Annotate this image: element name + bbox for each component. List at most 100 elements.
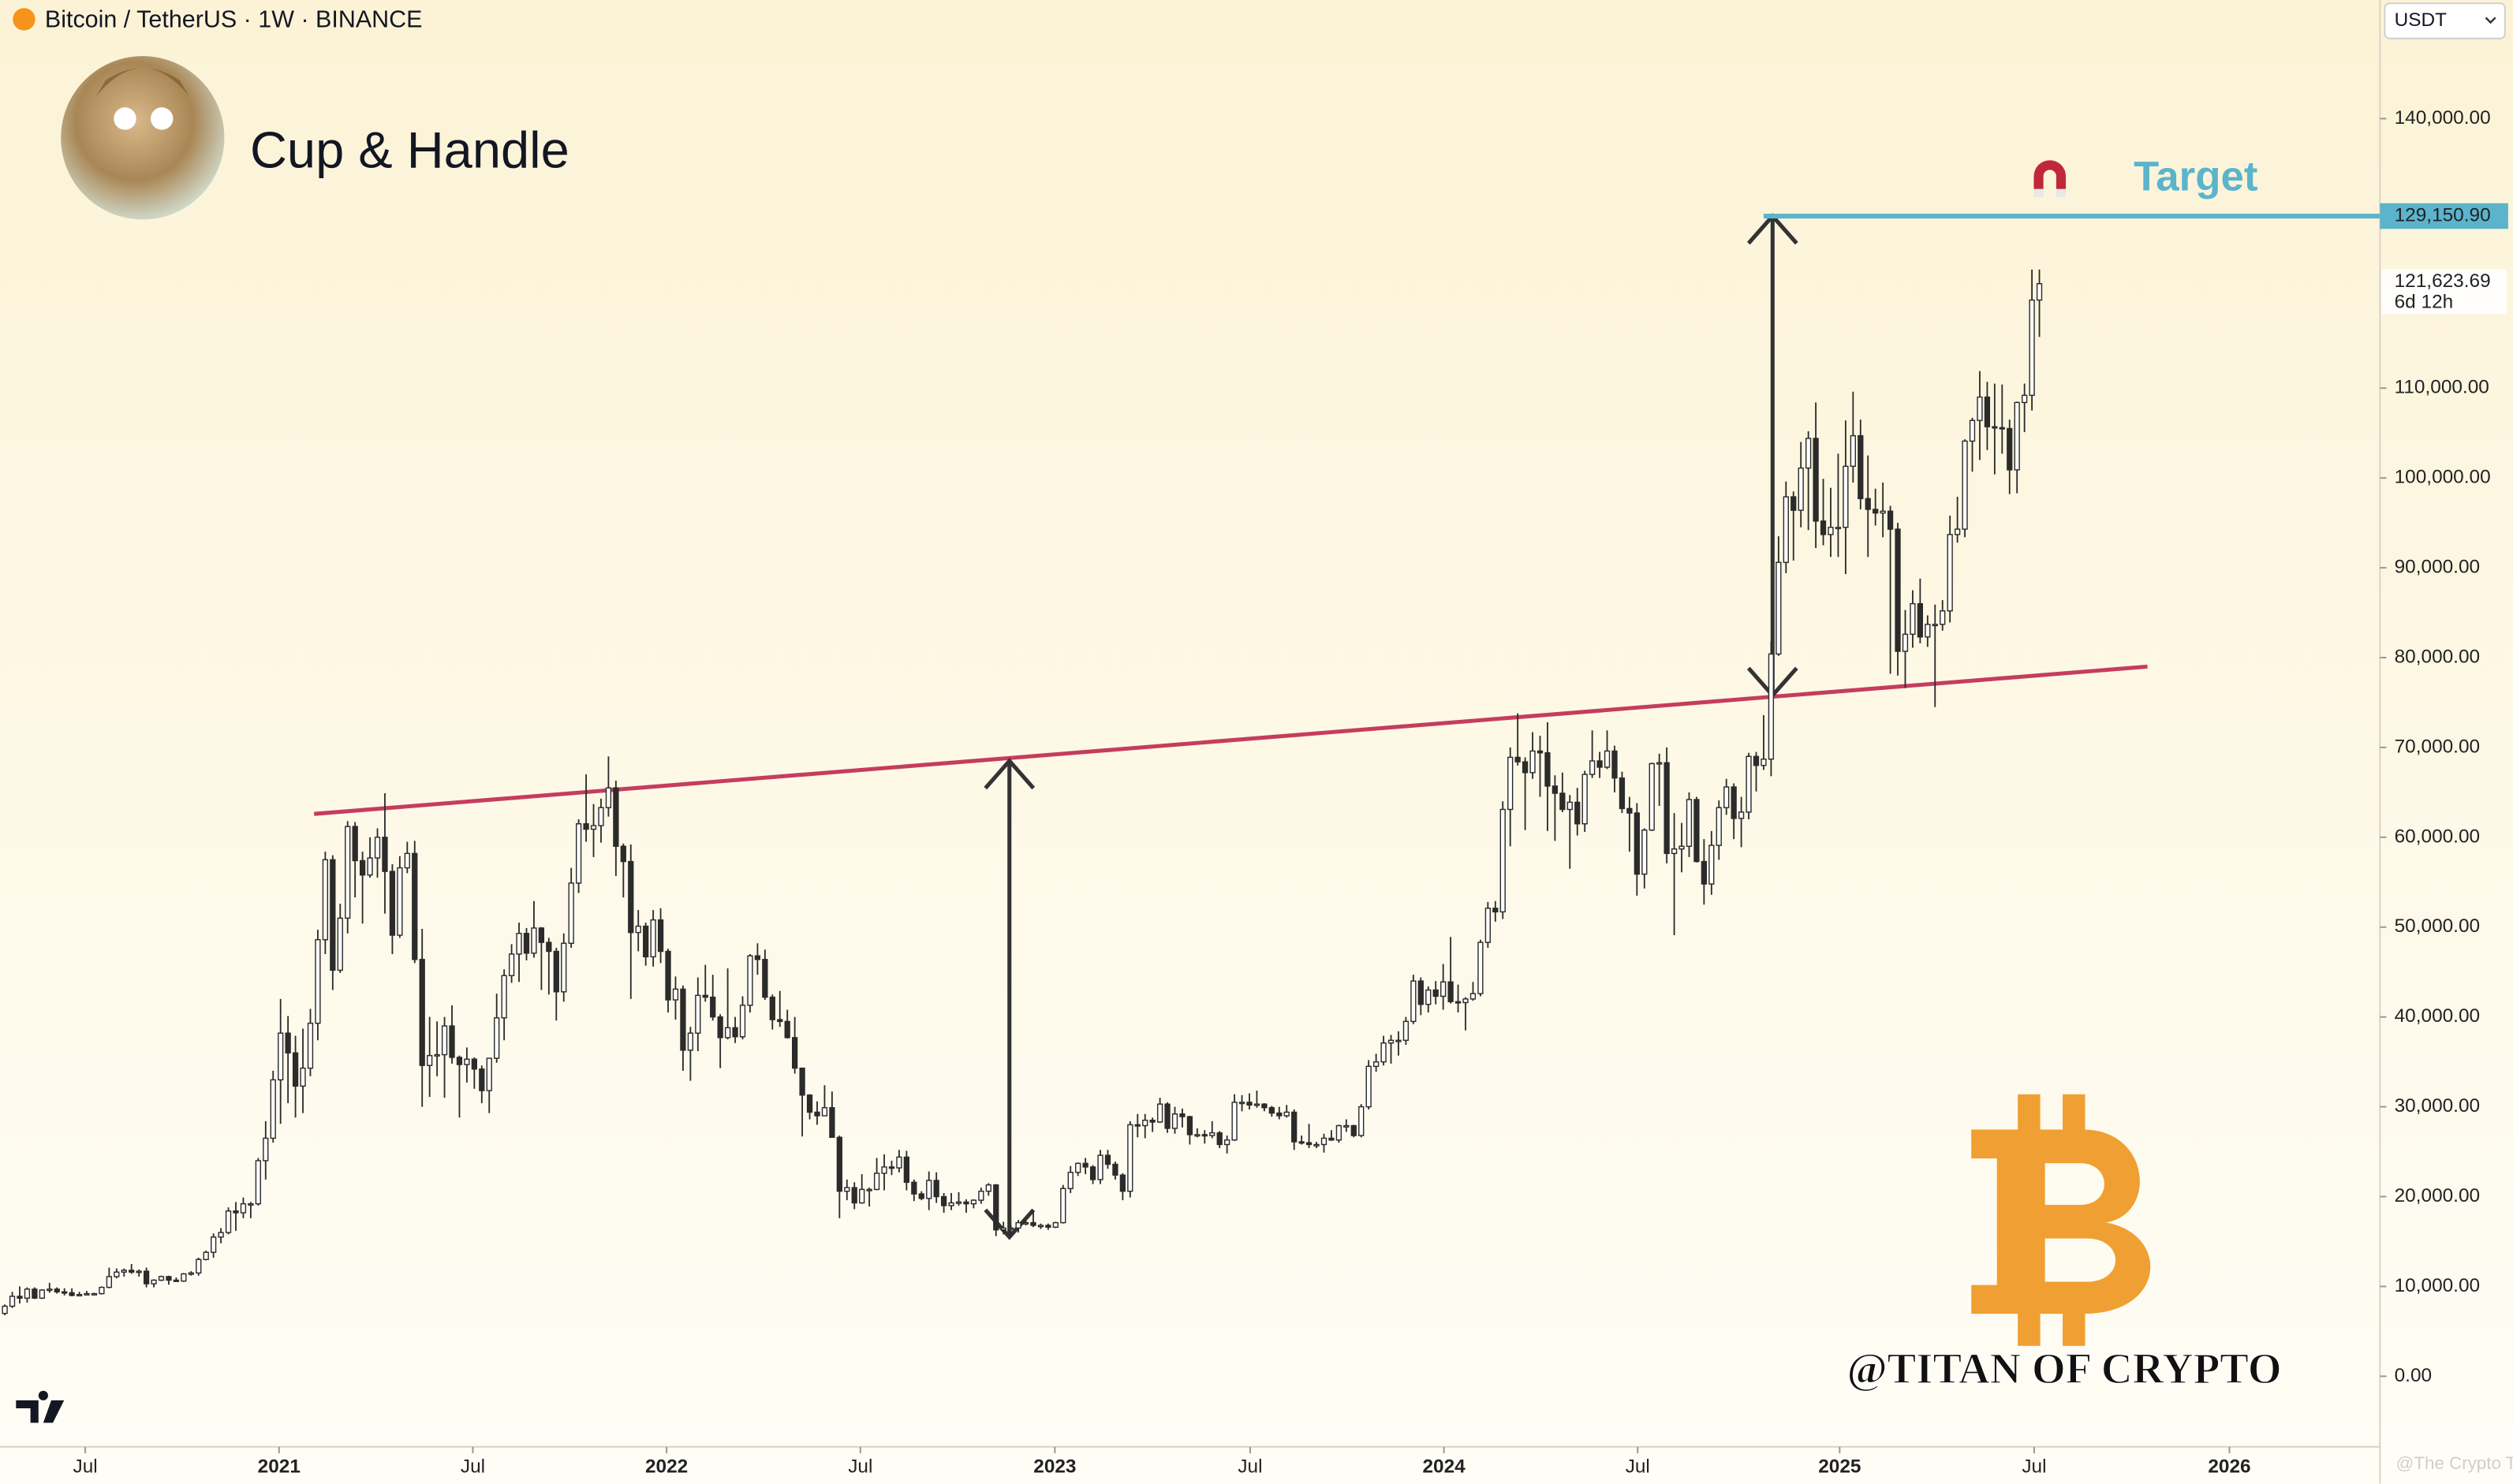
candle-body: [620, 845, 626, 863]
candle-body: [1186, 1116, 1193, 1135]
candle-body: [710, 996, 716, 1018]
candle-body: [419, 959, 425, 1066]
candle-body: [471, 1058, 477, 1070]
candle-body: [1134, 1124, 1141, 1127]
candle-body: [2, 1305, 8, 1314]
candle-body: [464, 1058, 470, 1065]
candle-body: [427, 1054, 433, 1066]
candle-body: [792, 1037, 798, 1069]
currency-label[interactable]: USDT: [2395, 9, 2447, 31]
candle-body: [1469, 993, 1477, 1000]
candle-body: [1723, 786, 1730, 808]
candle-body: [1776, 561, 1782, 655]
candle-body: [1209, 1132, 1215, 1136]
candle-body: [1238, 1102, 1245, 1105]
candle-body: [665, 950, 671, 1001]
candle-body: [32, 1288, 38, 1299]
candle-body: [814, 1111, 820, 1117]
candle-body: [590, 825, 597, 830]
candle-body: [1402, 1020, 1410, 1042]
x-tick-label: Jul: [2022, 1456, 2046, 1478]
candle-body: [561, 942, 567, 993]
candle-body: [911, 1181, 917, 1195]
candle-body: [1969, 419, 1976, 442]
candle-body: [888, 1166, 895, 1169]
candle-body: [1925, 624, 1931, 638]
candle-body: [1611, 750, 1618, 779]
candle-body: [233, 1210, 239, 1214]
symbol-header: Bitcoin / TetherUS · 1W · BINANCE: [45, 6, 423, 32]
candle-body: [1283, 1111, 1290, 1117]
candle-body: [1649, 763, 1655, 831]
candle-body: [248, 1202, 254, 1206]
candle-body: [1828, 527, 1834, 535]
currency-button[interactable]: [2384, 2, 2506, 39]
target-price-box: [2380, 203, 2508, 229]
candle-body: [1037, 1225, 1044, 1228]
candle-body: [24, 1288, 31, 1299]
candle-body: [978, 1190, 984, 1201]
candle-body: [412, 852, 418, 960]
candle-body: [1507, 756, 1514, 811]
symbol-icon: [13, 8, 35, 31]
candle-body: [2014, 401, 2020, 471]
candle-body: [1858, 434, 1864, 500]
candle-body: [494, 1017, 500, 1059]
candle-body: [17, 1296, 23, 1299]
candle-body: [1067, 1172, 1074, 1189]
candle-body: [806, 1094, 813, 1113]
arrow-head: [984, 758, 1036, 790]
avatar-hair: [95, 68, 189, 96]
x-tick-label: Jul: [1238, 1456, 1262, 1478]
candle-body: [389, 871, 396, 936]
candle-body: [1917, 602, 1924, 638]
candle-body: [359, 859, 366, 876]
avatar-eye: [114, 107, 136, 130]
candle-body: [613, 787, 619, 847]
candle-body: [300, 1067, 306, 1087]
candle-body: [1171, 1113, 1178, 1129]
candle-body: [486, 1057, 492, 1091]
candle-body: [1641, 830, 1648, 875]
candle-body: [1634, 812, 1640, 875]
candle-body: [270, 1079, 276, 1139]
candle-body: [1977, 396, 1983, 421]
candle-body: [1179, 1113, 1186, 1117]
candle-body: [1514, 756, 1521, 763]
candle-body: [322, 859, 329, 941]
candle-body: [2036, 283, 2043, 301]
candle-body: [523, 933, 530, 954]
candle-body: [1380, 1042, 1387, 1063]
dropdown-chevron[interactable]: [2485, 17, 2496, 24]
candle-body: [1596, 760, 1603, 768]
last-price-box: [2381, 269, 2507, 315]
candle-body: [695, 994, 701, 1034]
candle-body: [1962, 440, 1968, 530]
candle-body: [151, 1279, 157, 1285]
target-label: Target: [2134, 154, 2257, 200]
candle-body: [598, 807, 604, 826]
watermark: @The Crypto Titans: [2396, 1453, 2513, 1473]
candle-body: [1030, 1221, 1036, 1226]
magnet-icon: [2033, 160, 2067, 189]
candle-body: [1574, 801, 1581, 825]
candle-body: [1194, 1134, 1200, 1137]
candle-body: [106, 1276, 113, 1288]
candle-body: [263, 1137, 269, 1161]
candle-body: [218, 1232, 224, 1238]
candle-body: [970, 1199, 977, 1205]
candle-body: [1313, 1143, 1320, 1147]
candle-body: [196, 1258, 202, 1274]
candle-body: [1626, 807, 1633, 814]
candle-body: [1843, 465, 1849, 528]
candle-body: [1880, 510, 1886, 514]
candle-body: [1350, 1124, 1357, 1136]
candle-body: [777, 1019, 783, 1023]
candle-body: [635, 925, 641, 934]
candle-body: [1522, 761, 1529, 774]
x-tick-label: 2026: [2208, 1456, 2250, 1478]
candle-body: [762, 959, 768, 998]
candle-body: [1231, 1102, 1238, 1141]
